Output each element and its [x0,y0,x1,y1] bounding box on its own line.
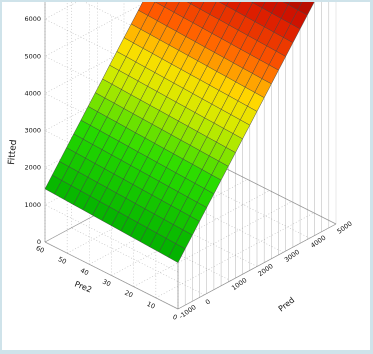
y-axis-label: Pre2 [73,280,93,295]
axis-line [44,241,179,310]
surface-skirt [242,125,250,275]
surface-skirt [321,0,329,232]
surface-skirt [285,42,294,252]
surface-skirt [307,1,315,240]
surface-skirt [292,28,301,248]
grid-line [123,199,258,267]
z-axis-label: Fitted [7,139,19,165]
surface-skirt [328,0,337,229]
z-tick-label: 2000 [24,164,41,172]
x-tick-label: -1000 [178,303,198,320]
y-tick-label: 50 [57,255,68,266]
chart-panel: 70006000500040003000200010000-1000010002… [2,0,370,350]
y-tick-label: 10 [145,300,156,311]
z-tick-label: 6000 [24,15,41,23]
grid-line [176,170,310,239]
y-tick-label: 0 [171,313,178,322]
surface-skirt [264,83,272,263]
z-tick-label: 4000 [24,89,41,97]
y-tick-label: 30 [101,278,112,289]
z-tick-label: 3000 [24,127,41,135]
surface-chart: 70006000500040003000200010000-1000010002… [7,0,354,322]
x-axis-label: Pred [277,296,297,314]
y-tick-label: 40 [79,266,90,277]
x-tick-label: 1000 [230,276,248,292]
surface-skirt [228,152,236,283]
grid-line [97,213,231,281]
surface-skirt [199,207,207,298]
x-tick-label: 0 [204,298,212,307]
surface-skirt [213,180,222,290]
surface-skirt [249,111,258,271]
surface-skirt [256,97,265,267]
y-tick-label: 20 [123,289,134,300]
x-tick-label: 2000 [257,262,275,278]
z-tick-label: 1000 [24,201,41,209]
surface-skirt [314,0,322,236]
surface-skirt [278,56,286,256]
x-tick-label: 5000 [336,220,354,236]
surface-skirt [206,193,215,294]
grid-line [150,185,284,253]
z-tick-label: 5000 [24,52,41,60]
surface-skirt [220,166,229,287]
z-tick-label: 0 [37,238,41,246]
surface-mesh [44,0,337,310]
x-tick-label: 4000 [309,234,327,250]
y-tick-label: 60 [35,244,46,255]
grid-line [71,227,205,296]
surface-skirt [271,70,279,260]
